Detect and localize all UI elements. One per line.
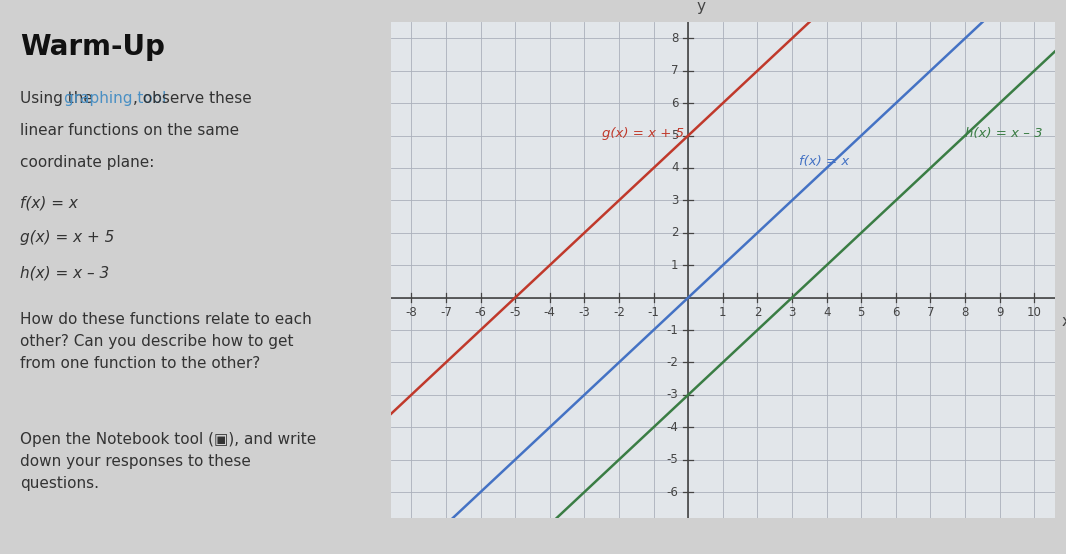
Text: 6: 6 <box>892 306 900 319</box>
Text: -8: -8 <box>405 306 417 319</box>
Text: 2: 2 <box>671 226 678 239</box>
Text: y: y <box>697 0 706 14</box>
Text: 1: 1 <box>671 259 678 271</box>
Text: 4: 4 <box>671 162 678 175</box>
Text: Using the: Using the <box>20 91 98 106</box>
Text: -6: -6 <box>666 485 678 499</box>
Text: 8: 8 <box>672 32 678 45</box>
Text: 5: 5 <box>672 129 678 142</box>
Text: 5: 5 <box>857 306 865 319</box>
Text: coordinate plane:: coordinate plane: <box>20 155 155 170</box>
Text: 9: 9 <box>996 306 1003 319</box>
Text: -5: -5 <box>666 453 678 466</box>
Text: 7: 7 <box>671 64 678 77</box>
Text: 4: 4 <box>823 306 830 319</box>
Text: g(x) = x + 5: g(x) = x + 5 <box>601 127 683 141</box>
Text: -3: -3 <box>666 388 678 401</box>
Text: -6: -6 <box>474 306 486 319</box>
Text: -1: -1 <box>648 306 660 319</box>
Text: f(x) = x: f(x) = x <box>20 196 78 211</box>
Text: 8: 8 <box>962 306 969 319</box>
Text: Warm-Up: Warm-Up <box>20 33 165 61</box>
Text: -3: -3 <box>579 306 591 319</box>
Text: -4: -4 <box>544 306 555 319</box>
Text: -5: -5 <box>510 306 521 319</box>
Text: 6: 6 <box>671 97 678 110</box>
Text: h(x) = x – 3: h(x) = x – 3 <box>20 265 110 280</box>
Text: f(x) = x: f(x) = x <box>798 155 850 168</box>
Text: 3: 3 <box>672 194 678 207</box>
Text: linear functions on the same: linear functions on the same <box>20 123 239 138</box>
Text: g(x) = x + 5: g(x) = x + 5 <box>20 230 114 245</box>
Text: 3: 3 <box>789 306 795 319</box>
Text: -2: -2 <box>613 306 625 319</box>
Text: , observe these: , observe these <box>132 91 252 106</box>
Text: h(x) = x – 3: h(x) = x – 3 <box>965 127 1043 141</box>
Text: How do these functions relate to each
other? Can you describe how to get
from on: How do these functions relate to each ot… <box>20 312 312 371</box>
Text: Open the Notebook tool (▣), and write
down your responses to these
questions.: Open the Notebook tool (▣), and write do… <box>20 433 317 491</box>
Text: -7: -7 <box>440 306 452 319</box>
Text: -4: -4 <box>666 420 678 434</box>
Text: 2: 2 <box>754 306 761 319</box>
Text: graphing tool: graphing tool <box>64 91 166 106</box>
Text: 7: 7 <box>926 306 934 319</box>
Text: -1: -1 <box>666 324 678 336</box>
Text: -2: -2 <box>666 356 678 369</box>
Text: x: x <box>1062 314 1066 329</box>
Text: 10: 10 <box>1027 306 1041 319</box>
Text: 1: 1 <box>720 306 727 319</box>
